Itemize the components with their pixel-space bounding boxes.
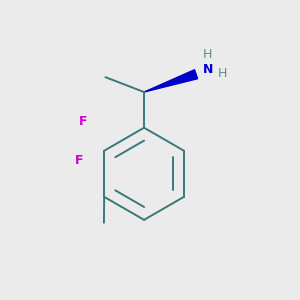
Text: N: N bbox=[203, 63, 213, 76]
Polygon shape bbox=[144, 70, 198, 92]
Text: H: H bbox=[203, 48, 212, 62]
Text: H: H bbox=[218, 67, 227, 80]
Text: F: F bbox=[74, 154, 83, 167]
Text: F: F bbox=[79, 115, 87, 128]
